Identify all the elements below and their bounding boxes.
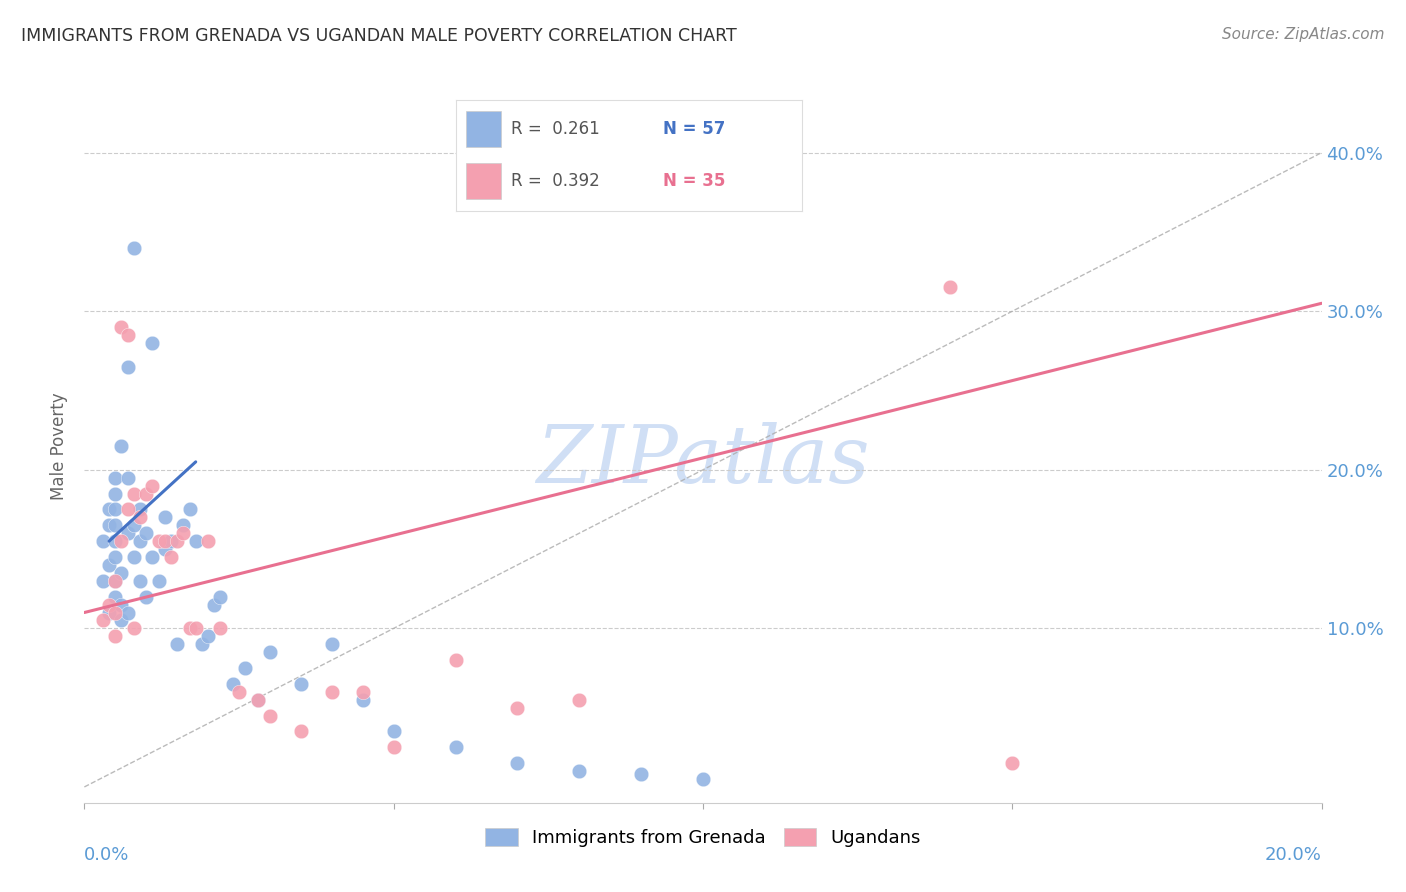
Point	[122, 241, 145, 255]
Point	[166, 637, 188, 651]
Point	[444, 740, 467, 755]
Point	[104, 606, 127, 620]
Point	[222, 677, 245, 691]
Point	[568, 692, 591, 706]
Point	[179, 502, 201, 516]
Point	[110, 566, 132, 580]
Point	[104, 518, 127, 533]
Point	[184, 621, 207, 635]
Point	[104, 534, 127, 549]
Point	[122, 621, 145, 635]
Point	[110, 614, 132, 628]
Point	[352, 692, 374, 706]
Point	[117, 502, 139, 516]
Point	[444, 653, 467, 667]
Point	[197, 534, 219, 549]
Point	[382, 740, 405, 755]
Point	[290, 677, 312, 691]
Point	[117, 471, 139, 485]
Text: IMMIGRANTS FROM GRENADA VS UGANDAN MALE POVERTY CORRELATION CHART: IMMIGRANTS FROM GRENADA VS UGANDAN MALE …	[21, 27, 737, 45]
Point	[321, 685, 343, 699]
Text: Source: ZipAtlas.com: Source: ZipAtlas.com	[1222, 27, 1385, 42]
Point	[506, 700, 529, 714]
Point	[91, 574, 114, 588]
Point	[104, 574, 127, 588]
Point	[129, 510, 152, 524]
Point	[246, 692, 269, 706]
Point	[141, 478, 163, 492]
Point	[129, 534, 152, 549]
Point	[117, 328, 139, 343]
Point	[135, 486, 157, 500]
Point	[104, 549, 127, 564]
Point	[122, 486, 145, 500]
Point	[382, 724, 405, 739]
Point	[290, 724, 312, 739]
Point	[172, 518, 194, 533]
Point	[259, 645, 281, 659]
Point	[939, 280, 962, 294]
Point	[160, 549, 183, 564]
Point	[129, 502, 152, 516]
Point	[191, 637, 214, 651]
Point	[104, 502, 127, 516]
Point	[117, 359, 139, 374]
Point	[179, 621, 201, 635]
Point	[153, 510, 176, 524]
Text: ZIPatlas: ZIPatlas	[536, 422, 870, 499]
Point	[184, 534, 207, 549]
Point	[209, 621, 232, 635]
Point	[233, 661, 256, 675]
Point	[98, 558, 121, 572]
Point	[104, 486, 127, 500]
Point	[122, 549, 145, 564]
Point	[98, 598, 121, 612]
Point	[259, 708, 281, 723]
Point	[568, 764, 591, 778]
Point	[110, 439, 132, 453]
Point	[692, 772, 714, 786]
Point	[110, 598, 132, 612]
Point	[197, 629, 219, 643]
Point	[202, 598, 225, 612]
Point	[98, 518, 121, 533]
Point	[104, 629, 127, 643]
Point	[104, 574, 127, 588]
Text: 20.0%: 20.0%	[1265, 846, 1322, 863]
Point	[1001, 756, 1024, 771]
Point	[246, 692, 269, 706]
Point	[321, 637, 343, 651]
Point	[153, 534, 176, 549]
Point	[166, 534, 188, 549]
Point	[91, 534, 114, 549]
Point	[104, 590, 127, 604]
Point	[506, 756, 529, 771]
Point	[228, 685, 250, 699]
Point	[104, 471, 127, 485]
Point	[98, 606, 121, 620]
Legend: Immigrants from Grenada, Ugandans: Immigrants from Grenada, Ugandans	[478, 822, 928, 855]
Y-axis label: Male Poverty: Male Poverty	[51, 392, 69, 500]
Point	[209, 590, 232, 604]
Point	[129, 574, 152, 588]
Point	[630, 767, 652, 781]
Point	[148, 574, 170, 588]
Point	[110, 320, 132, 334]
Point	[135, 526, 157, 541]
Point	[117, 526, 139, 541]
Point	[160, 534, 183, 549]
Point	[122, 518, 145, 533]
Point	[117, 606, 139, 620]
Point	[135, 590, 157, 604]
Point	[141, 335, 163, 350]
Point	[141, 549, 163, 564]
Point	[98, 502, 121, 516]
Point	[352, 685, 374, 699]
Point	[110, 534, 132, 549]
Point	[153, 542, 176, 557]
Point	[148, 534, 170, 549]
Point	[172, 526, 194, 541]
Point	[91, 614, 114, 628]
Text: 0.0%: 0.0%	[84, 846, 129, 863]
